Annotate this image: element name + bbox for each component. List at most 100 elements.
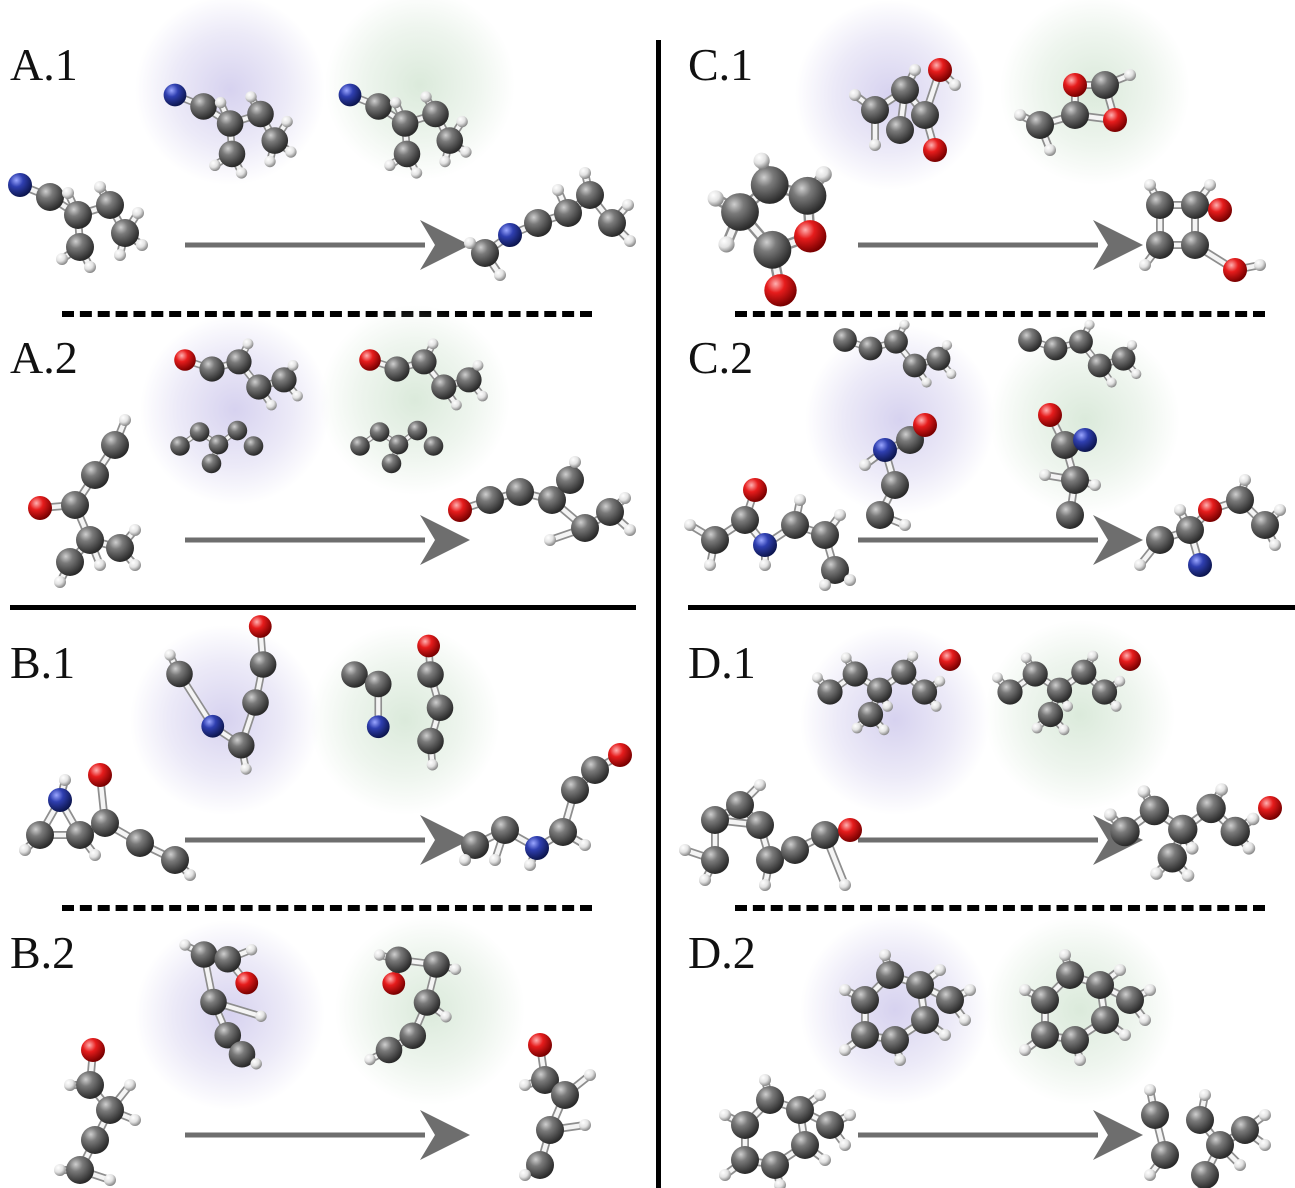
atom-c — [811, 521, 839, 549]
atom-h — [992, 672, 1003, 683]
atom-c — [218, 140, 246, 168]
atom-h — [1114, 964, 1126, 976]
molecule-d2-ts-right — [1019, 949, 1156, 1066]
atom-c — [506, 478, 534, 506]
atom-c — [731, 1146, 759, 1174]
atom-c — [551, 1081, 579, 1109]
atom-h — [624, 235, 636, 247]
atom-h — [62, 187, 74, 199]
atom-h — [364, 1053, 376, 1066]
dashed-divider-c — [735, 311, 1265, 317]
glow-d1-right — [985, 620, 1175, 810]
atom-h — [1254, 259, 1266, 271]
atom-h — [1234, 1159, 1246, 1171]
atom-c — [247, 100, 274, 128]
atom-h — [552, 184, 564, 196]
glow-d2-right — [985, 915, 1175, 1105]
atom-n — [498, 223, 522, 247]
atom-c — [364, 670, 392, 698]
atom-c — [249, 651, 277, 678]
glow-b1-left — [130, 625, 320, 815]
atom-c — [369, 422, 390, 442]
molecule-d1-ts-right — [992, 650, 1126, 736]
atom-h — [1019, 1044, 1031, 1056]
atom-c — [101, 431, 129, 459]
atom-h — [524, 859, 536, 871]
molecule-b1-reactant — [19, 763, 196, 881]
atom-c — [1231, 1116, 1259, 1144]
atom-h — [19, 844, 31, 856]
atom-h — [94, 181, 106, 193]
atom-c — [189, 422, 210, 442]
atom-c — [96, 191, 124, 219]
dashed-divider-a — [62, 311, 592, 317]
atom-h — [934, 964, 946, 976]
atom-c — [1026, 111, 1054, 139]
atom-h — [1144, 984, 1156, 996]
atom-h — [1259, 1139, 1271, 1151]
atom-h — [255, 1010, 267, 1022]
molecule-a2-reactant — [28, 414, 141, 588]
atom-h — [1242, 842, 1256, 855]
atom-h — [1137, 785, 1151, 798]
atom-h — [1204, 179, 1216, 191]
atom-c — [891, 659, 917, 685]
atom-c — [417, 727, 444, 755]
atom-h — [389, 96, 402, 109]
atom-c — [554, 199, 582, 227]
atom-c — [1061, 466, 1089, 494]
atom-h — [839, 879, 851, 891]
atom-h — [1119, 1029, 1131, 1041]
atom-c — [200, 988, 227, 1016]
panel-label-c1: C.1 — [688, 39, 754, 90]
atom-c — [1186, 1106, 1214, 1134]
atom-c — [417, 661, 444, 688]
atom-c — [1051, 431, 1079, 459]
atom-c — [423, 951, 450, 978]
atom-h — [584, 1069, 596, 1081]
atom-c — [881, 471, 909, 499]
atom-c — [411, 349, 437, 375]
atom-c — [811, 821, 839, 849]
atom-h — [164, 649, 176, 661]
atom-c — [226, 349, 252, 375]
atom-c — [726, 791, 754, 819]
atom-c — [886, 116, 914, 144]
atom-h — [410, 167, 423, 179]
atom-c — [1251, 511, 1279, 539]
molecule-a2-ts-left-b — [170, 420, 264, 474]
atom-h — [54, 576, 66, 588]
atom-h — [1150, 867, 1163, 880]
atom-h — [456, 115, 468, 128]
atom-c — [436, 127, 464, 154]
center-vertical-divider — [656, 40, 661, 1188]
atom-h — [373, 949, 386, 961]
molecule-c2-ts-right-b — [1038, 403, 1101, 529]
atom-h — [946, 368, 957, 380]
left-horizontal-divider — [10, 605, 636, 610]
atom-h — [719, 1109, 731, 1121]
atom-h — [1131, 368, 1142, 380]
atom-h — [812, 672, 823, 683]
atom-h — [119, 414, 131, 426]
atom-o — [1119, 649, 1141, 671]
atom-c — [1220, 816, 1250, 847]
atom-h — [281, 115, 293, 128]
atom-c — [842, 661, 868, 687]
atom-h — [1215, 783, 1228, 796]
panel-label-a1: A.1 — [10, 39, 78, 90]
atom-h — [718, 236, 735, 253]
atom-o — [764, 274, 797, 307]
atom-h — [774, 1179, 786, 1188]
atom-h — [1106, 377, 1117, 388]
atom-c — [461, 831, 489, 859]
atom-h — [909, 64, 921, 76]
atom-c — [781, 511, 809, 539]
atom-c — [350, 436, 370, 456]
atom-h — [704, 559, 716, 571]
atom-c — [851, 1021, 879, 1049]
atom-n — [753, 533, 777, 557]
atom-c — [1139, 795, 1170, 826]
panel-label-b1: B.1 — [10, 637, 76, 688]
atom-h — [129, 1114, 141, 1126]
